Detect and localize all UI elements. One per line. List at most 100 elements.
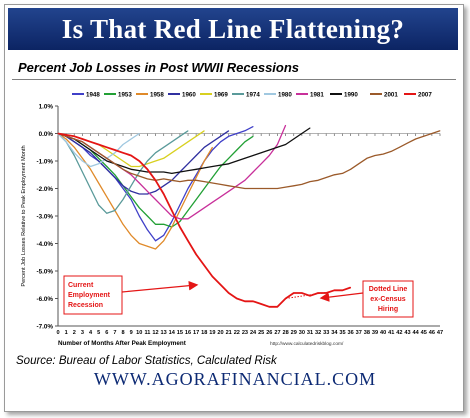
data-point-2007 bbox=[130, 155, 132, 156]
data-point-1969 bbox=[155, 160, 156, 162]
data-point-2001 bbox=[398, 146, 400, 148]
data-point-2001 bbox=[350, 168, 352, 170]
data-point-2001 bbox=[163, 178, 165, 180]
data-point-1953 bbox=[179, 221, 181, 222]
legend-label-1958: 1958 bbox=[150, 92, 164, 99]
data-point-1969 bbox=[114, 155, 116, 156]
data-point-1990 bbox=[90, 149, 91, 151]
data-point-1958 bbox=[146, 245, 148, 247]
annotation-text-census: Dotted Line bbox=[369, 286, 408, 293]
url-note: http://www.calculatedriskblog.com/ bbox=[270, 341, 344, 347]
data-point-1980 bbox=[65, 141, 67, 143]
x-tick-label: 39 bbox=[372, 330, 378, 336]
data-point-1953 bbox=[138, 207, 140, 209]
data-point-1948 bbox=[244, 130, 246, 132]
data-point-2007 bbox=[195, 254, 197, 255]
data-point-1948 bbox=[155, 240, 156, 242]
x-tick-label: 22 bbox=[234, 330, 240, 336]
data-point-2007 bbox=[236, 298, 238, 299]
x-tick-label: 16 bbox=[185, 330, 191, 336]
data-point-2007 bbox=[342, 289, 343, 291]
data-point-1974 bbox=[187, 130, 189, 132]
data-point-1953 bbox=[114, 174, 116, 176]
data-point-1974 bbox=[163, 146, 165, 148]
data-point-1974 bbox=[81, 171, 83, 173]
data-point-2001 bbox=[90, 146, 91, 148]
data-point-2001 bbox=[431, 133, 433, 134]
x-tick-label: 43 bbox=[404, 330, 410, 336]
data-point-1969 bbox=[171, 152, 173, 154]
data-point-2001 bbox=[220, 183, 222, 185]
data-point-2001 bbox=[130, 172, 132, 174]
data-point-2001 bbox=[301, 183, 303, 185]
data-point-1958 bbox=[195, 177, 197, 178]
data-point-2001 bbox=[203, 181, 205, 183]
data-point-2001 bbox=[293, 185, 295, 187]
annotation-arrow-current bbox=[121, 280, 199, 293]
series-line-1969 bbox=[57, 130, 205, 168]
data-point-2001 bbox=[407, 142, 408, 144]
data-point-1960 bbox=[195, 155, 197, 156]
data-point-2001 bbox=[122, 168, 124, 170]
y-tick-label: -6.0% bbox=[37, 296, 54, 303]
data-point-1990 bbox=[301, 133, 303, 134]
data-point-1953 bbox=[163, 223, 165, 225]
data-point-1960 bbox=[163, 185, 165, 187]
data-point-1974 bbox=[114, 210, 116, 211]
data-point-1990 bbox=[252, 155, 254, 156]
data-point-1958 bbox=[73, 146, 75, 148]
data-point-1958 bbox=[98, 182, 100, 184]
data-point-2007 bbox=[211, 276, 213, 277]
series-layer bbox=[57, 124, 441, 308]
data-point-2001 bbox=[73, 138, 75, 140]
data-point-1953 bbox=[98, 157, 100, 159]
data-point-1981 bbox=[203, 207, 205, 209]
chart-legend: 1948 1953 1958 1960 1969 1974 1980 1981 1990 2001… bbox=[72, 92, 432, 99]
data-point-1948 bbox=[179, 204, 181, 206]
x-tick-label: 45 bbox=[421, 330, 427, 336]
data-point-2007 bbox=[57, 133, 59, 134]
data-point-2007 bbox=[65, 134, 67, 136]
data-point-1990 bbox=[138, 170, 140, 172]
x-tick-label: 4 bbox=[89, 330, 93, 336]
data-point-1981 bbox=[211, 201, 213, 203]
data-point-1958 bbox=[81, 157, 83, 159]
data-point-2007 bbox=[260, 303, 262, 305]
data-point-1990 bbox=[130, 168, 132, 170]
x-tick-label: 17 bbox=[193, 330, 199, 336]
x-tick-label: 36 bbox=[347, 330, 353, 336]
data-point-1981 bbox=[171, 215, 173, 217]
annotation-text-current: Current bbox=[68, 282, 94, 289]
data-point-1974 bbox=[73, 155, 75, 156]
x-tick-label: 9 bbox=[130, 330, 133, 336]
page-title: Is That Red Line Flattening? bbox=[8, 8, 458, 50]
data-point-1958 bbox=[106, 196, 108, 198]
x-tick-label: 32 bbox=[315, 330, 321, 336]
data-point-1974 bbox=[146, 160, 148, 162]
x-tick-label: 31 bbox=[307, 330, 313, 336]
chart-frame bbox=[4, 4, 464, 412]
data-point-2001 bbox=[317, 179, 319, 181]
x-tick-label: 19 bbox=[209, 330, 215, 336]
data-point-2001 bbox=[138, 175, 140, 177]
x-tick-label: 11 bbox=[144, 330, 150, 336]
y-tick-label: -1.0% bbox=[37, 159, 54, 166]
data-point-2001 bbox=[228, 185, 230, 187]
data-point-1958 bbox=[65, 138, 67, 140]
data-point-2007 bbox=[252, 300, 254, 302]
data-point-1948 bbox=[220, 141, 222, 143]
data-point-1990 bbox=[260, 152, 262, 154]
data-point-1958 bbox=[138, 243, 140, 244]
data-point-2001 bbox=[325, 177, 327, 178]
data-point-1990 bbox=[163, 171, 165, 173]
x-tick-label: 25 bbox=[258, 330, 264, 336]
data-point-1969 bbox=[195, 135, 197, 137]
data-point-2001 bbox=[179, 181, 181, 183]
data-point-1990 bbox=[106, 160, 108, 162]
data-point-1990 bbox=[81, 144, 83, 145]
data-point-1990 bbox=[268, 149, 270, 151]
data-point-1969 bbox=[122, 160, 124, 162]
data-point-2007 bbox=[220, 284, 222, 286]
data-point-1981 bbox=[163, 207, 165, 209]
